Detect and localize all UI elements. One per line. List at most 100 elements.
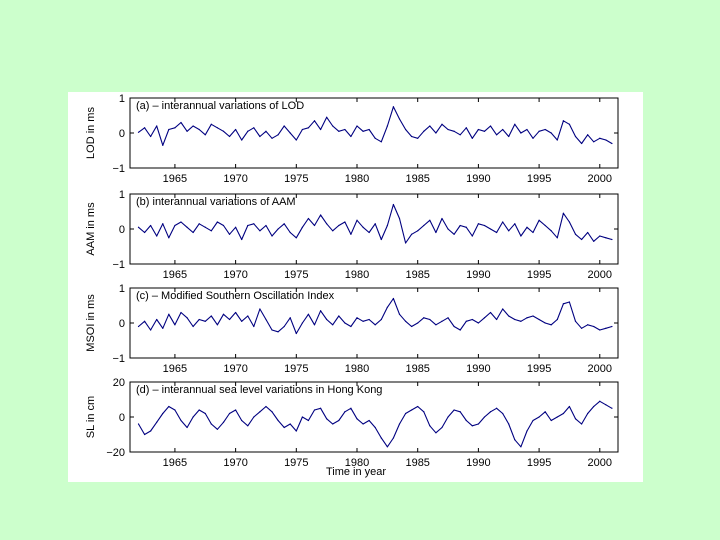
panel-2-data-point bbox=[532, 231, 534, 234]
panel-3-data-point bbox=[313, 324, 316, 326]
panel-1-data-point bbox=[508, 135, 510, 138]
panel-3-data-point bbox=[477, 322, 479, 324]
panel-3-data-point bbox=[319, 310, 322, 312]
panel-2-data-point bbox=[150, 224, 152, 227]
panel-4-data-point bbox=[489, 411, 492, 413]
panel-2-data-point bbox=[392, 203, 395, 206]
panel-4-data-point bbox=[265, 405, 267, 408]
panel-2-data-point bbox=[192, 231, 194, 234]
panel-4-data-point bbox=[411, 409, 413, 411]
panel-3-data-point bbox=[520, 320, 522, 322]
panel-1-ytick-label: 1 bbox=[119, 93, 125, 105]
panel-3-data-point bbox=[162, 327, 164, 329]
panel-3-data-point bbox=[605, 327, 607, 329]
panel-1-data-point bbox=[137, 131, 140, 133]
panel-3-data-point bbox=[253, 325, 255, 328]
panel-4-data-point bbox=[520, 446, 522, 448]
panel-1-data-point bbox=[344, 128, 346, 131]
panel-2-data-point bbox=[210, 230, 212, 232]
panel-4-ytick-label: 20 bbox=[113, 377, 125, 389]
panel-4-data-point bbox=[247, 425, 249, 427]
panel-1-data-point bbox=[392, 106, 395, 108]
panel-1-data-point bbox=[174, 127, 176, 129]
panel-2-data-point bbox=[271, 235, 273, 237]
panel-1-data-point bbox=[168, 128, 170, 131]
panel-3-data-point bbox=[459, 329, 461, 331]
panel-3-data-point bbox=[502, 308, 504, 310]
panel-2-data-point bbox=[568, 221, 571, 223]
panel-4-data-point bbox=[326, 418, 328, 420]
panel-1-xtick-label: 1980 bbox=[345, 173, 369, 185]
panel-2-data-point bbox=[362, 226, 364, 228]
panel-4-xtick-label: 1965 bbox=[163, 457, 187, 469]
panel-2-xtick-label: 1995 bbox=[527, 269, 551, 281]
panel-1-data-point bbox=[587, 134, 589, 136]
panel-4-data-point bbox=[241, 419, 243, 422]
panel-4-data-point bbox=[192, 416, 194, 418]
panel-3-ylabel: MSOI in ms bbox=[85, 294, 97, 352]
panel-1-data-point bbox=[605, 139, 607, 141]
panel-2-data-point bbox=[496, 231, 498, 234]
panel-2-data-point bbox=[301, 226, 303, 228]
panel-2-data-point bbox=[483, 224, 486, 227]
panel-3-data-point bbox=[392, 297, 395, 300]
panel-2-data-point bbox=[137, 226, 140, 228]
panel-1-data-point bbox=[447, 128, 449, 131]
panel-2-ytick-label: −1 bbox=[112, 259, 125, 271]
panel-3-data-point bbox=[235, 311, 237, 314]
panel-2-xtick-label: 1980 bbox=[345, 269, 369, 281]
panel-4-data-point bbox=[301, 416, 303, 418]
panel-4-data-point bbox=[210, 423, 212, 425]
panel-3-data-point bbox=[496, 318, 498, 321]
panel-1-data-point bbox=[186, 130, 188, 132]
panel-2-data-point bbox=[307, 217, 310, 220]
panel-3-data-point bbox=[295, 332, 297, 335]
panel-4-data-point bbox=[277, 419, 279, 422]
panel-1-ytick-label: 0 bbox=[119, 128, 125, 140]
panel-2-xtick-label: 1985 bbox=[405, 269, 429, 281]
panel-2-data-point bbox=[204, 226, 206, 228]
panel-1-data-point bbox=[556, 139, 558, 141]
panel-2-ylabel: AAM in ms bbox=[85, 202, 97, 256]
panel-4-data-point bbox=[587, 412, 589, 415]
panel-2-data-point bbox=[508, 230, 510, 232]
panel-2-data-point bbox=[216, 221, 219, 223]
panel-3-data-point bbox=[344, 322, 346, 324]
panel-1-data-point bbox=[332, 125, 334, 127]
panel-3-data-point bbox=[338, 315, 340, 317]
panel-4-data-point bbox=[483, 416, 486, 418]
panel-1-data-point bbox=[259, 135, 261, 138]
panel-1-data-point bbox=[562, 120, 564, 122]
panel-2-data-point bbox=[350, 233, 352, 235]
panel-3-data-point bbox=[568, 301, 571, 303]
panel-2-data-point bbox=[235, 226, 237, 228]
panel-2-data-point bbox=[180, 221, 182, 223]
panel-4-data-point bbox=[259, 411, 261, 413]
panel-4-data-point bbox=[580, 423, 583, 425]
panel-1-data-point bbox=[222, 130, 225, 132]
panel-2-data-point bbox=[562, 212, 564, 214]
panel-4-data-point bbox=[186, 426, 188, 429]
panel-3-data-point bbox=[435, 324, 437, 326]
panel-1-xtick-label: 1985 bbox=[405, 173, 429, 185]
panel-4-data-point bbox=[228, 412, 231, 415]
panel-1-data-point bbox=[313, 120, 316, 122]
panel-2-data-point bbox=[611, 238, 613, 241]
panel-4-data-point bbox=[344, 411, 346, 413]
panel-2-data-point bbox=[599, 235, 601, 237]
panel-1-data-point bbox=[271, 137, 273, 139]
panel-4-data-point bbox=[453, 409, 455, 411]
panel-1-data-point bbox=[265, 130, 267, 132]
panel-2-data-point bbox=[338, 224, 340, 227]
panel-2-data-point bbox=[174, 224, 176, 227]
panel-2-data-point bbox=[580, 238, 583, 241]
panel-3-data-point bbox=[574, 320, 577, 322]
panel-2-data-point bbox=[344, 221, 346, 223]
panel-4-data-point bbox=[496, 407, 498, 409]
panel-3-data-point bbox=[411, 325, 413, 328]
panel-4-data-point bbox=[435, 432, 437, 434]
panel-1-ylabel: LOD in ms bbox=[85, 107, 97, 159]
panel-2-data-point bbox=[544, 224, 546, 227]
panel-3-data-point bbox=[562, 303, 564, 305]
panel-4-data-point bbox=[380, 437, 382, 439]
